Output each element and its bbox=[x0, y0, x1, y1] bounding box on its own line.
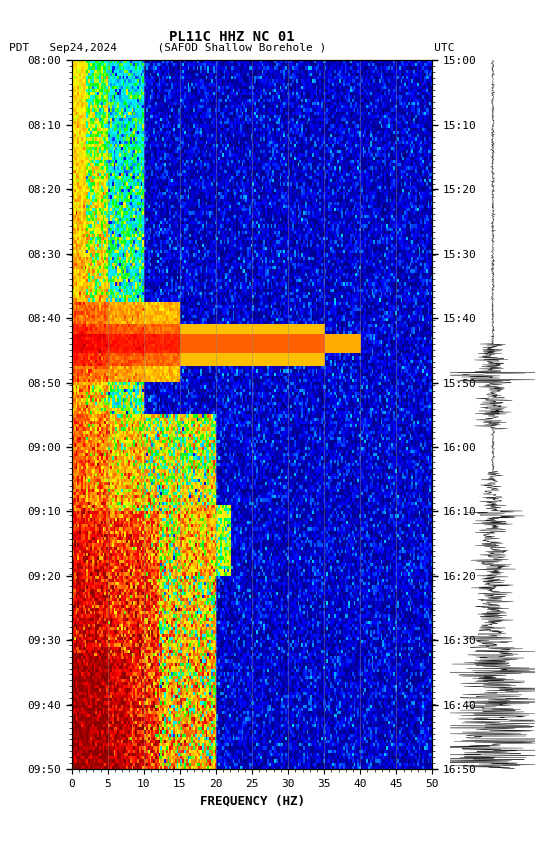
Text: PL11C HHZ NC 01: PL11C HHZ NC 01 bbox=[169, 30, 295, 44]
Text: PDT   Sep24,2024      (SAFOD Shallow Borehole )                UTC: PDT Sep24,2024 (SAFOD Shallow Borehole )… bbox=[9, 43, 455, 54]
X-axis label: FREQUENCY (HZ): FREQUENCY (HZ) bbox=[200, 794, 305, 807]
